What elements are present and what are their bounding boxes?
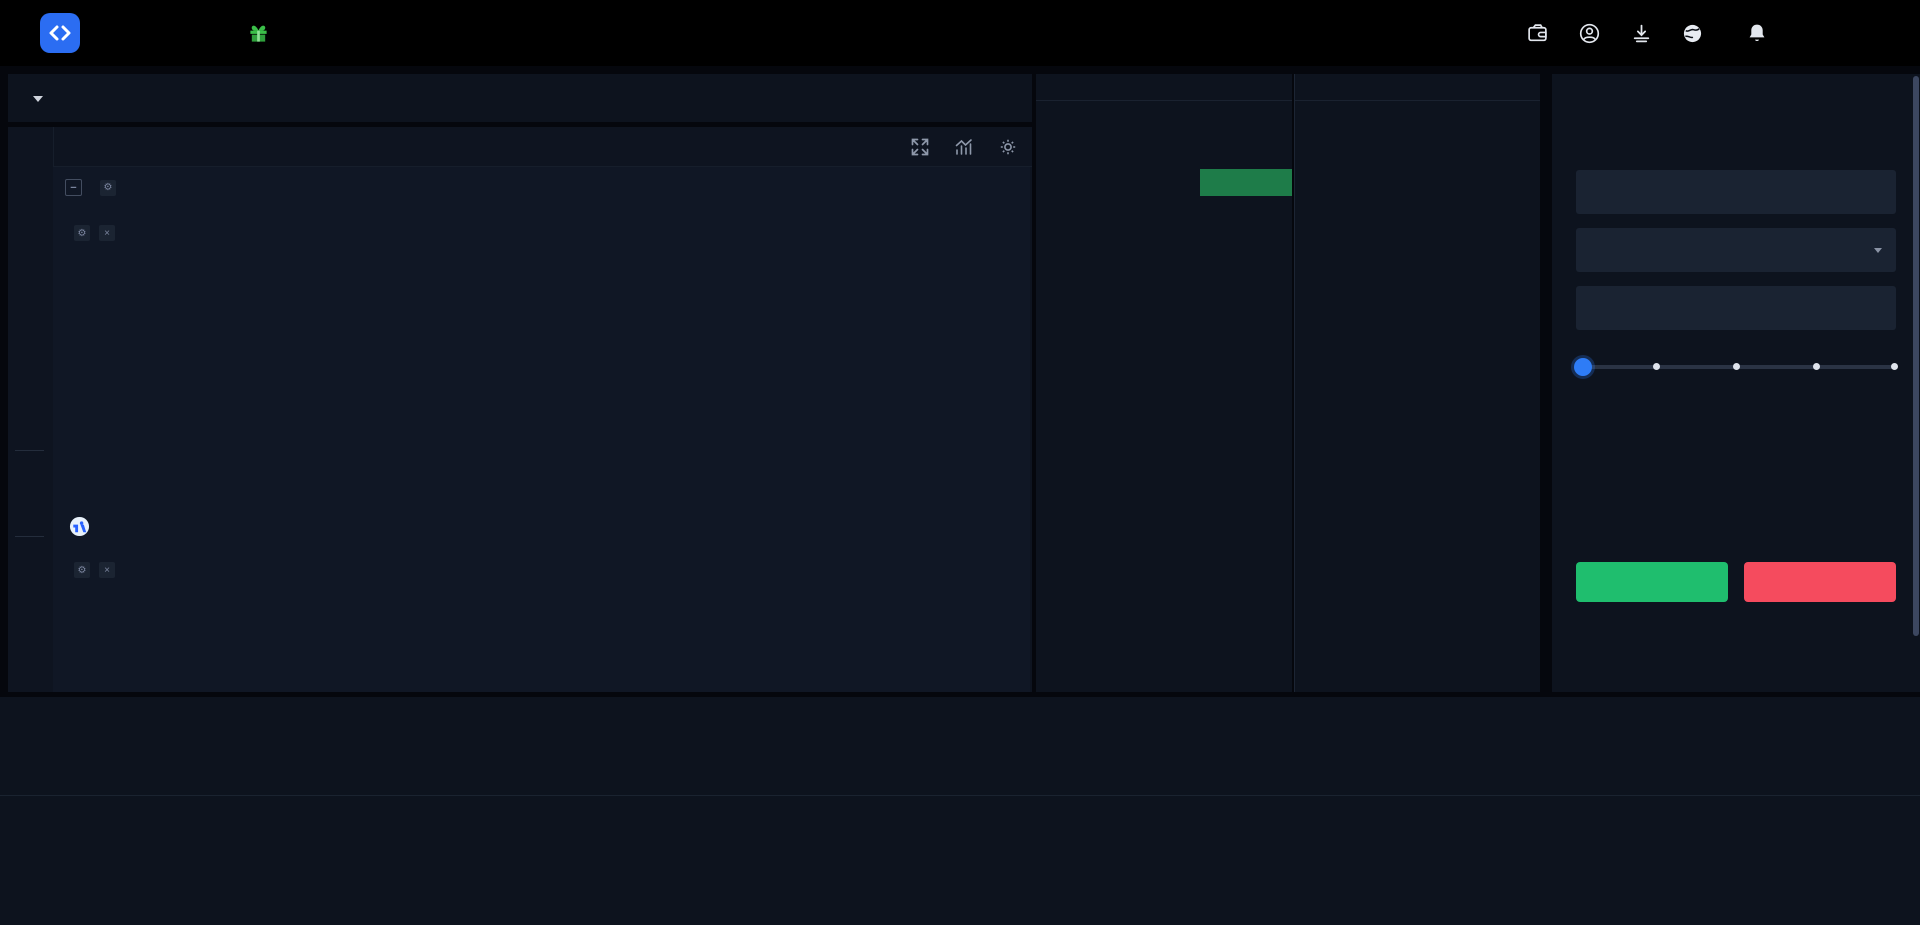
symbol-selector[interactable] [26, 94, 43, 102]
nav-right [1526, 0, 1768, 66]
fullscreen-icon[interactable] [910, 137, 930, 157]
positions-section [0, 697, 1920, 925]
trade-form-body [1552, 152, 1920, 385]
interval-toolbar [53, 127, 1032, 167]
ma-cross-legend: ⚙ × [65, 225, 115, 241]
orderbook-title [1036, 74, 1292, 101]
ma-cross-settings-gear-icon[interactable]: ⚙ [74, 225, 90, 241]
slider-dot-100 [1891, 363, 1898, 370]
chart-settings-gear-icon[interactable] [998, 137, 1018, 157]
price-chart[interactable] [53, 167, 1030, 692]
chart-actions [910, 137, 1018, 157]
slider-dot-50 [1733, 363, 1740, 370]
logo-chevrons-icon [49, 25, 71, 41]
drawing-toolbar [8, 127, 54, 692]
indicators-icon[interactable] [954, 137, 974, 157]
chart-region: − ⚙ ⚙ × ⚙ × [53, 167, 1030, 692]
trade-form-tabs [1552, 74, 1920, 130]
volume-remove-icon[interactable]: × [99, 562, 115, 578]
leverage-chevron-down-icon [1874, 247, 1882, 253]
positions-table-headers [0, 757, 1920, 796]
symbol-header [8, 74, 1032, 122]
download-icon[interactable] [1630, 22, 1653, 45]
collapse-legend-icon[interactable]: − [65, 179, 82, 196]
promo-bonus[interactable] [248, 23, 278, 44]
sell-short-button[interactable] [1744, 562, 1896, 602]
globe-icon [1683, 24, 1702, 42]
toolbar-separator [15, 450, 44, 451]
trades-panel [1294, 74, 1540, 692]
account-icon[interactable] [1578, 22, 1601, 45]
amount-slider[interactable] [1574, 358, 1898, 376]
orderbook-headers [1036, 101, 1292, 114]
trades-headers [1295, 101, 1540, 118]
leverage-select[interactable] [1576, 228, 1896, 272]
orderbook-row-qty-badge [1200, 169, 1292, 196]
market-price-input[interactable] [1576, 170, 1896, 214]
toolbar-separator [15, 536, 44, 537]
orderbook-row[interactable] [1036, 169, 1292, 196]
chart-panel: − ⚙ ⚙ × ⚙ × [8, 127, 1032, 692]
trades-title [1295, 74, 1540, 101]
slider-dot-75 [1813, 363, 1820, 370]
slider-knob[interactable] [1574, 358, 1592, 376]
quantity-input[interactable] [1576, 286, 1896, 330]
gift-icon [250, 25, 267, 42]
order-buttons [1576, 562, 1896, 602]
orderbook-last-price [1036, 114, 1292, 153]
trade-form-panel [1552, 74, 1920, 692]
wallet-icon[interactable] [1526, 22, 1549, 45]
ma-cross-remove-icon[interactable]: × [99, 225, 115, 241]
app-logo[interactable] [40, 13, 80, 53]
volume-legend: ⚙ × [65, 562, 115, 578]
volume-settings-gear-icon[interactable]: ⚙ [74, 562, 90, 578]
top-nav [0, 0, 1920, 66]
page-scrollbar-thumb[interactable] [1913, 76, 1919, 636]
notifications-bell-icon[interactable] [1746, 22, 1768, 44]
chart-legend: − ⚙ [65, 179, 125, 196]
tradingview-logo-icon [69, 516, 90, 537]
tradingview-attribution[interactable] [69, 516, 98, 537]
buy-long-button[interactable] [1576, 562, 1728, 602]
series-settings-gear-icon[interactable]: ⚙ [100, 179, 116, 196]
symbol-caret-icon [33, 96, 43, 102]
slider-dot-25 [1653, 363, 1660, 370]
orderbook-panel [1036, 74, 1292, 692]
language-selector[interactable] [1682, 23, 1717, 44]
